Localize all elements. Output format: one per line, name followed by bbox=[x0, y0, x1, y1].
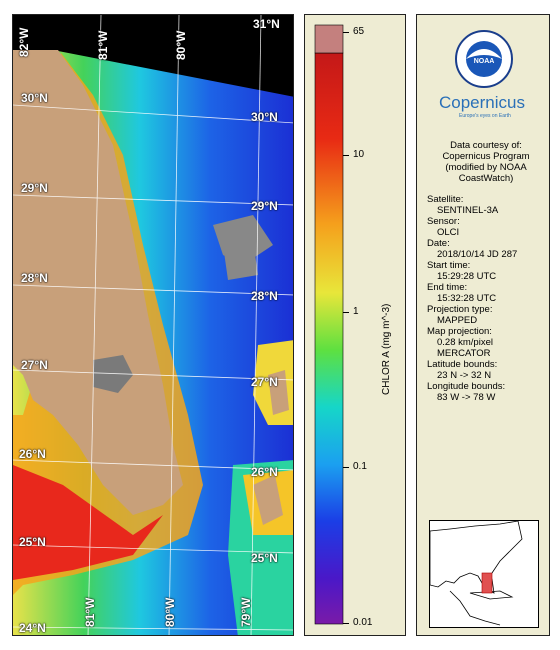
colorbar-tick-0-01: 0.01 bbox=[353, 617, 373, 628]
lat-label-29n-west: 29°N bbox=[21, 181, 48, 195]
date-label: Date: bbox=[427, 238, 450, 249]
satellite-value: SENTINEL-3A bbox=[437, 205, 499, 216]
courtesy-line-2: Copernicus Program bbox=[442, 151, 530, 162]
chlorophyll-map: 31°N 30°N 30°N 29°N 29°N 28°N 28°N 27°N … bbox=[12, 14, 294, 636]
locator-map bbox=[429, 520, 539, 628]
map-projection-label: Map projection: bbox=[427, 326, 492, 337]
courtesy-line-1: Data courtesy of: bbox=[450, 140, 522, 151]
locator-region-box bbox=[481, 572, 493, 594]
copernicus-logo: Copernicus Europe's eyes on Earth bbox=[439, 93, 539, 119]
graticule bbox=[13, 15, 293, 635]
lake-okeechobee bbox=[93, 355, 133, 393]
satellite-label: Satellite: bbox=[427, 194, 464, 205]
map-projection-resolution: 0.28 km/pixel bbox=[437, 337, 493, 348]
longitude-bounds-label: Longitude bounds: bbox=[427, 381, 506, 392]
lon-label-81w-top: 81°W bbox=[96, 30, 110, 60]
colorbar-tick-65: 65 bbox=[353, 26, 365, 37]
lat-label-28n-east: 28°N bbox=[251, 289, 278, 303]
colorbar bbox=[314, 24, 344, 625]
lat-label-28n-west: 28°N bbox=[21, 271, 48, 285]
lon-label-80w-top: 80°W bbox=[174, 30, 188, 60]
colorbar-gradient bbox=[314, 52, 344, 625]
date-value: 2018/10/14 JD 287 bbox=[437, 249, 518, 260]
bahamas-land bbox=[253, 475, 283, 525]
colorbar-tick-0-1: 0.1 bbox=[353, 461, 367, 472]
cloud-patch bbox=[223, 240, 258, 280]
lat-label-30n-west: 30°N bbox=[21, 91, 48, 105]
projection-type-label: Projection type: bbox=[427, 304, 493, 315]
copernicus-logo-text: Copernicus bbox=[439, 93, 525, 112]
lon-label-79w: 79°W bbox=[239, 597, 253, 627]
lat-label-29n-east: 29°N bbox=[251, 199, 278, 213]
lon-label-81w-bottom: 81°W bbox=[83, 597, 97, 627]
colorbar-label: CHLOR A (mg m^-3) bbox=[381, 303, 392, 395]
bahamas-land bbox=[268, 370, 289, 415]
lat-label-27n-east: 27°N bbox=[251, 375, 278, 389]
courtesy-line-3: (modified by NOAA bbox=[445, 162, 527, 173]
lat-label-25n-west: 25°N bbox=[19, 535, 46, 549]
projection-type-value: MAPPED bbox=[437, 315, 478, 326]
end-time-label: End time: bbox=[427, 282, 468, 293]
courtesy-line-4: CoastWatch) bbox=[458, 173, 514, 184]
florida-land bbox=[13, 50, 183, 515]
longitude-bounds-value: 83 W -> 78 W bbox=[437, 392, 496, 403]
colorbar-tick-10: 10 bbox=[353, 149, 365, 160]
florida-bay-high bbox=[13, 465, 163, 580]
lon-label-80w-bottom: 80°W bbox=[163, 597, 177, 627]
map-projection-value: MERCATOR bbox=[437, 348, 491, 359]
lat-label-25n-east: 25°N bbox=[251, 551, 278, 565]
lat-label-26n-east: 26°N bbox=[251, 465, 278, 479]
sensor-value: OLCI bbox=[437, 227, 460, 238]
colorbar-panel: 65 10 1 0.1 0.01 CHLOR A (mg m^-3) bbox=[304, 14, 406, 636]
start-time-value: 15:29:28 UTC bbox=[437, 271, 497, 282]
lat-label-24n: 24°N bbox=[19, 621, 46, 635]
sensor-label: Sensor: bbox=[427, 216, 460, 227]
copernicus-tagline: Europe's eyes on Earth bbox=[459, 113, 511, 119]
colorbar-top-swatch bbox=[314, 24, 344, 54]
metadata-text: Data courtesy of: Copernicus Program (mo… bbox=[427, 140, 545, 403]
noaa-logo-icon: NOAA bbox=[455, 30, 513, 88]
noaa-logo-text: NOAA bbox=[474, 58, 495, 65]
info-panel: NOAA Copernicus Europe's eyes on Earth D… bbox=[416, 14, 550, 636]
map-canvas bbox=[13, 15, 293, 635]
lat-label-26n-west: 26°N bbox=[19, 447, 46, 461]
latitude-bounds-label: Latitude bounds: bbox=[427, 359, 498, 370]
lon-label-82w: 82°W bbox=[17, 27, 31, 57]
start-time-label: Start time: bbox=[427, 260, 471, 271]
lat-label-31n: 31°N bbox=[253, 17, 280, 31]
lat-label-30n-east: 30°N bbox=[251, 110, 278, 124]
end-time-value: 15:32:28 UTC bbox=[437, 293, 497, 304]
latitude-bounds-value: 23 N -> 32 N bbox=[437, 370, 492, 381]
lat-label-27n-west: 27°N bbox=[21, 358, 48, 372]
colorbar-tick-1: 1 bbox=[353, 306, 359, 317]
